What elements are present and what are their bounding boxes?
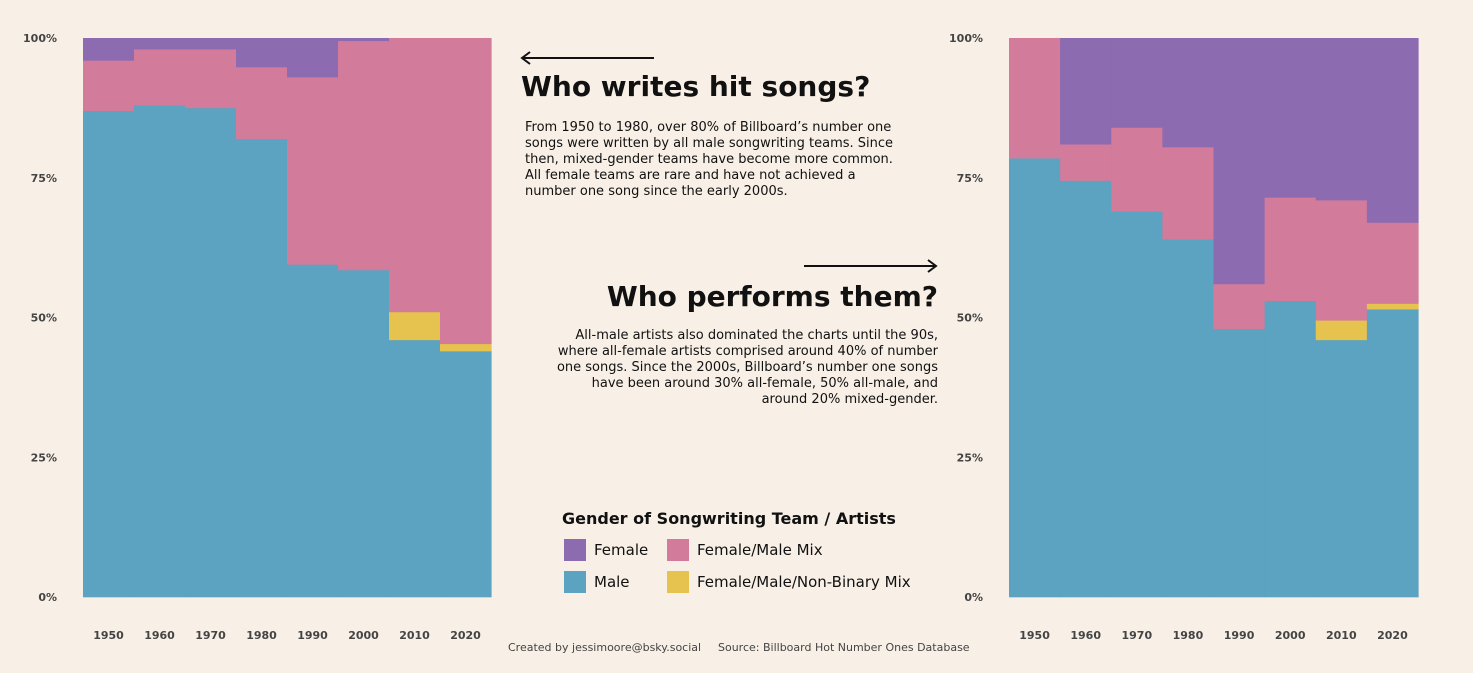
writers-segment-female-male-mix-1980 bbox=[236, 67, 288, 139]
writers-segment-male-2000 bbox=[338, 269, 390, 598]
legend-label-mixed: Female/Male Mix bbox=[697, 541, 823, 559]
performers-segment-male-1980 bbox=[1162, 239, 1215, 598]
writers-heading: Who writes hit songs? bbox=[521, 70, 871, 103]
performers-segment-female-1980 bbox=[1162, 38, 1215, 148]
performers-segment-male-1960 bbox=[1060, 180, 1112, 598]
performers-x-tick-label: 2010 bbox=[1326, 629, 1357, 642]
writers-x-tick-label: 2010 bbox=[399, 629, 430, 642]
performers-heading: Who performs them? bbox=[606, 280, 938, 313]
performers-segment-male-1950 bbox=[1009, 158, 1061, 598]
writers-x-tick-label: 2020 bbox=[450, 629, 481, 642]
performers-x-tick-label: 1970 bbox=[1121, 629, 1152, 642]
writers-segment-female-male-mix-1970 bbox=[185, 49, 237, 109]
legend-label-nonbinary-mix: Female/Male/Non-Binary Mix bbox=[697, 573, 911, 591]
writers-segment-male-1990 bbox=[287, 264, 339, 598]
performers-segment-male-1990 bbox=[1213, 328, 1266, 598]
writers-x-tick-label: 2000 bbox=[348, 629, 379, 642]
performers-segment-female-male-mix-2020 bbox=[1366, 222, 1419, 304]
performers-x-tick-label: 2020 bbox=[1377, 629, 1408, 642]
writers-segment-female-male-non-binary-mix-2020 bbox=[440, 343, 492, 352]
arrow-left-icon bbox=[520, 51, 654, 65]
performers-y-tick-label: 0% bbox=[964, 591, 983, 604]
performers-segment-female-male-non-binary-mix-2010 bbox=[1315, 320, 1368, 341]
performers-segment-female-2010 bbox=[1315, 38, 1368, 201]
performers-segment-female-male-mix-1980 bbox=[1162, 147, 1215, 240]
writers-segment-female-male-mix-1990 bbox=[287, 77, 339, 265]
performers-segment-female-male-mix-2000 bbox=[1264, 197, 1317, 302]
performers-x-tick-label: 1960 bbox=[1070, 629, 1101, 642]
writers-y-tick-label: 50% bbox=[31, 312, 57, 325]
writers-segment-female-2000 bbox=[338, 38, 390, 42]
performers-segment-female-male-mix-1970 bbox=[1111, 127, 1163, 212]
performers-segment-female-male-mix-1960 bbox=[1060, 144, 1112, 181]
performers-description: All-male artists also dominated the char… bbox=[556, 328, 938, 407]
writers-y-tick-label: 25% bbox=[31, 451, 57, 464]
performers-segment-female-male-mix-1990 bbox=[1213, 283, 1266, 329]
arrow-right-icon bbox=[804, 259, 938, 273]
writers-x-tick-label: 1990 bbox=[297, 629, 328, 642]
performers-chart: 0% 25% 50% 75% 100% 1950 1960 1970 1980 1990 2000 2… bbox=[949, 32, 1419, 642]
legend-label-female: Female bbox=[594, 541, 649, 559]
songwriters-chart: 0% 25% 50% 75% 100% 1950 1960 1970 1980 1990 2000 2… bbox=[23, 32, 492, 642]
legend-item-mixed: Female/Male Mix bbox=[667, 539, 823, 561]
performers-segment-male-2020 bbox=[1366, 309, 1419, 598]
writers-segment-male-1950 bbox=[83, 110, 135, 598]
writers-segment-female-1970 bbox=[185, 38, 237, 50]
legend-item-male: Male bbox=[564, 571, 630, 593]
writers-segment-female-1950 bbox=[83, 38, 135, 61]
performers-x-tick-label: 1980 bbox=[1173, 629, 1204, 642]
writers-y-tick-label: 100% bbox=[23, 32, 57, 45]
performers-segment-male-2000 bbox=[1264, 300, 1317, 598]
writers-segment-male-2020 bbox=[440, 351, 492, 598]
legend-swatch-male bbox=[564, 571, 586, 593]
performers-y-tick-label: 50% bbox=[957, 312, 983, 325]
writers-segment-male-2010 bbox=[389, 339, 441, 598]
writers-segment-female-male-mix-1960 bbox=[134, 49, 186, 106]
writers-description: From 1950 to 1980, over 80% of Billboard… bbox=[525, 120, 894, 199]
writers-segment-female-male-non-binary-mix-2010 bbox=[389, 311, 441, 341]
writers-segment-male-1970 bbox=[185, 107, 237, 598]
writers-segment-male-1960 bbox=[134, 105, 186, 598]
performers-segment-male-2010 bbox=[1315, 339, 1368, 598]
legend-swatch-mixed bbox=[667, 539, 689, 561]
performers-segment-female-1970 bbox=[1111, 38, 1163, 128]
performers-segment-female-2000 bbox=[1264, 38, 1317, 198]
writers-segment-female-male-mix-2020 bbox=[440, 38, 492, 345]
writers-x-tick-label: 1980 bbox=[246, 629, 277, 642]
performers-segment-female-1960 bbox=[1060, 38, 1112, 145]
performers-y-tick-label: 75% bbox=[957, 172, 983, 185]
performers-segment-female-1990 bbox=[1213, 38, 1266, 285]
writers-segment-female-male-mix-2000 bbox=[338, 40, 390, 271]
writers-segment-female-1960 bbox=[134, 38, 186, 50]
performers-segment-female-male-mix-2010 bbox=[1315, 200, 1368, 321]
legend-item-nonbinary-mix: Female/Male/Non-Binary Mix bbox=[667, 571, 911, 593]
legend-title: Gender of Songwriting Team / Artists bbox=[562, 509, 896, 528]
performers-y-tick-label: 100% bbox=[949, 32, 983, 45]
writers-segment-female-male-mix-1950 bbox=[83, 60, 135, 111]
writers-segment-female-1980 bbox=[236, 38, 288, 68]
performers-segment-female-2020 bbox=[1366, 38, 1419, 223]
writers-x-tick-label: 1970 bbox=[195, 629, 226, 642]
writers-y-tick-label: 0% bbox=[38, 591, 57, 604]
legend-swatch-nonbinary-mix bbox=[667, 571, 689, 593]
writers-x-tick-label: 1950 bbox=[93, 629, 124, 642]
performers-segment-female-male-mix-1950 bbox=[1009, 38, 1061, 159]
writers-segment-female-male-mix-2010 bbox=[389, 38, 441, 313]
source-text: Source: Billboard Hot Number Ones Databa… bbox=[718, 641, 970, 654]
performers-x-tick-label: 1950 bbox=[1019, 629, 1050, 642]
writers-segment-female-1990 bbox=[287, 38, 339, 78]
legend-label-male: Male bbox=[594, 573, 630, 591]
legend-swatch-female bbox=[564, 539, 586, 561]
performers-segment-female-male-non-binary-mix-2020 bbox=[1366, 303, 1419, 310]
performers-x-tick-label: 1990 bbox=[1224, 629, 1255, 642]
performers-y-tick-label: 25% bbox=[957, 451, 983, 464]
legend-item-female: Female bbox=[564, 539, 648, 561]
writers-segment-male-1980 bbox=[236, 138, 288, 598]
performers-segment-male-1970 bbox=[1111, 211, 1163, 598]
writers-x-tick-label: 1960 bbox=[144, 629, 175, 642]
writers-y-tick-label: 75% bbox=[31, 172, 57, 185]
performers-x-tick-label: 2000 bbox=[1275, 629, 1306, 642]
credit-text: Created by jessimoore@bsky.social bbox=[508, 641, 702, 654]
